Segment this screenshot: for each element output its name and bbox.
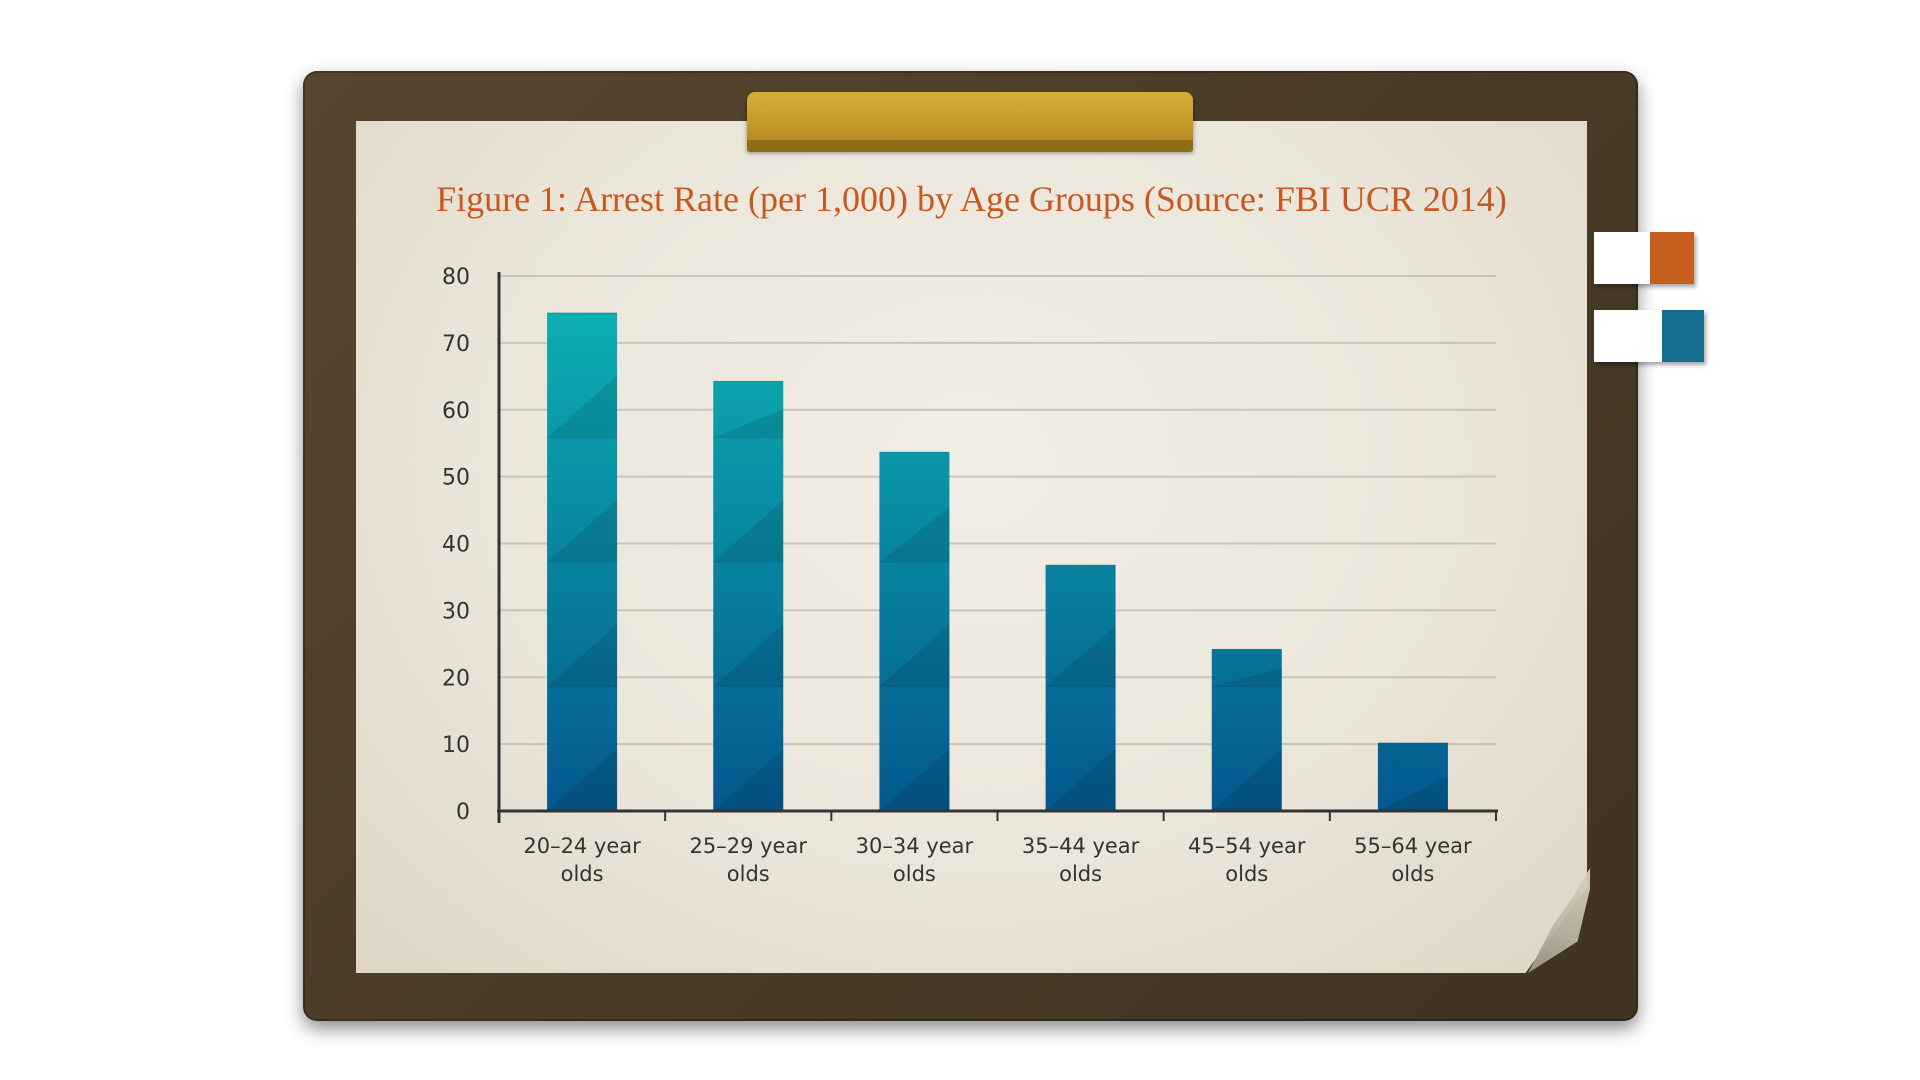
tab-orange: [1650, 232, 1694, 284]
y-tick-label: 30: [442, 599, 470, 624]
x-tick-label: 35–44 year olds: [1022, 834, 1140, 886]
y-tick-label: 0: [456, 800, 470, 825]
bar: [879, 451, 950, 811]
y-tick-label: 60: [442, 399, 470, 424]
x-tick-label: 20–24 year olds: [523, 834, 641, 886]
y-tick-label: 10: [442, 733, 470, 758]
bar: [1211, 648, 1282, 811]
x-tick-label: 45–54 year olds: [1188, 834, 1306, 886]
y-tick-label: 40: [442, 533, 470, 558]
x-tick-label: 55–64 year olds: [1354, 834, 1472, 886]
y-tick-label: 70: [442, 332, 470, 357]
y-tick-label: 50: [442, 466, 470, 491]
bar: [547, 312, 618, 811]
chart-title: Figure 1: Arrest Rate (per 1,000) by Age…: [436, 179, 1507, 219]
tab-blue: [1662, 310, 1704, 362]
x-tick-label: 25–29 year olds: [690, 834, 808, 886]
clipboard-clip-band: [747, 140, 1193, 152]
tab-white-bottom: [1594, 310, 1662, 362]
gridlines: [499, 275, 1496, 746]
bar: [1377, 742, 1448, 811]
y-tick-labels: 0 10 20 30 40 50 60 70 80: [442, 265, 470, 825]
axes: [497, 272, 1498, 823]
y-tick-label: 80: [442, 265, 470, 290]
bar: [1045, 564, 1116, 811]
x-tick-labels: 20–24 year olds 25–29 year olds 30–34 year ol…: [523, 834, 1472, 886]
bars: [547, 312, 1448, 811]
y-tick-label: 20: [442, 666, 470, 691]
bar: [713, 380, 784, 811]
tab-white-top: [1594, 232, 1650, 284]
x-tick-label: 30–34 year olds: [856, 834, 974, 886]
